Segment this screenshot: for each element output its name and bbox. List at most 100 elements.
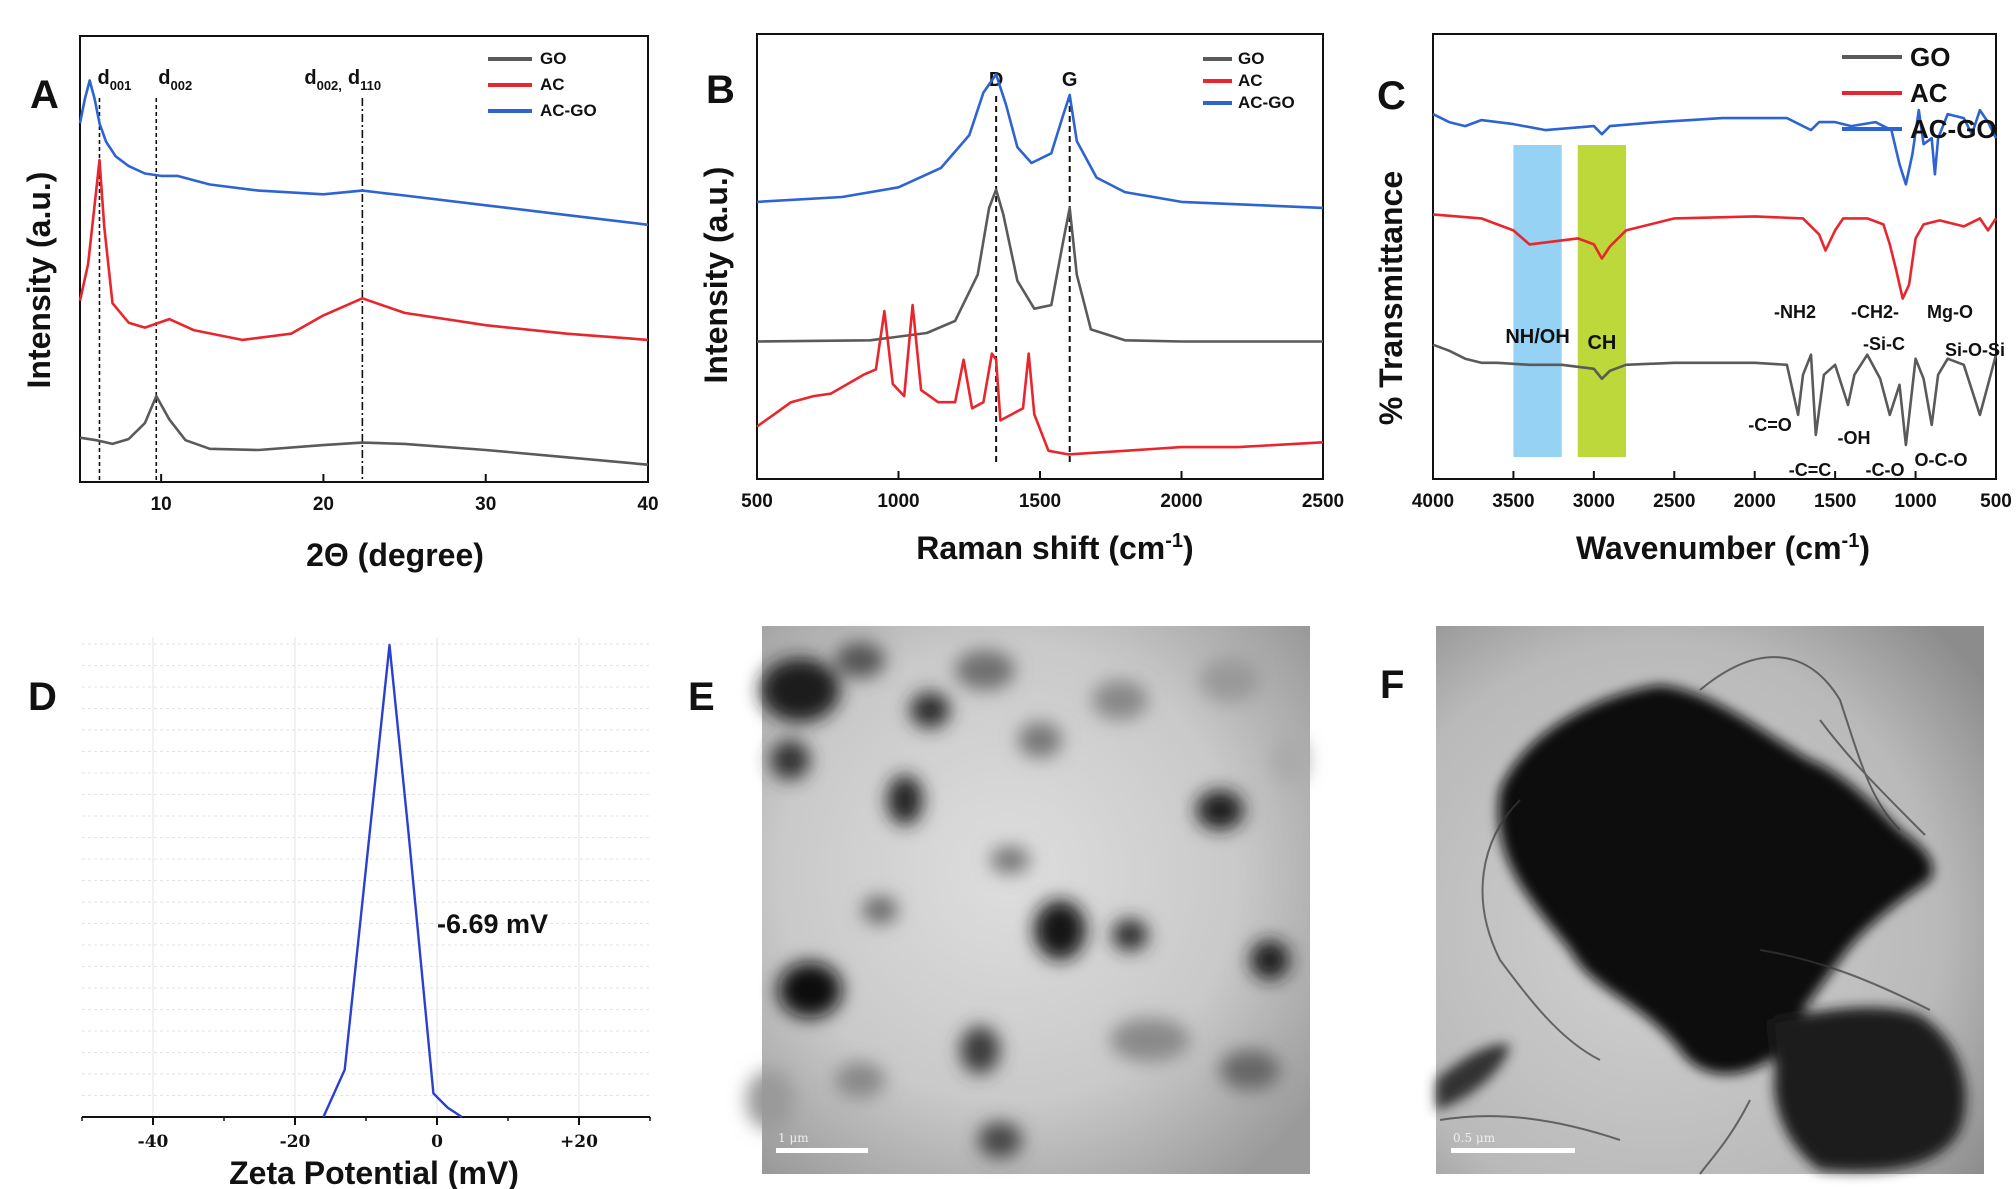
x-tick-label: 40 [637,494,658,515]
x-tick-label: 1000 [1894,491,1936,512]
x-tick-label: 2000 [1734,491,1776,512]
x-tick-label: -20 [280,1132,311,1152]
reference-line-label: d001 [97,67,131,93]
legend-label: GO [1238,49,1264,68]
panel-f: F 0.5 μm [1380,626,1984,1175]
peak-annotation: -OH [1838,428,1871,448]
panel-d-xlabel: Zeta Potential (mV) [229,1155,519,1189]
x-tick-label: +20 [560,1132,598,1152]
panel-d: D -40 -20 0 +20 -6.69 mV Zeta Potential (mV) [28,637,651,1189]
peak-annotation: O-C-O [1915,450,1968,470]
x-tick-label: 2500 [1302,491,1344,512]
scale-bar-f [1451,1148,1575,1153]
plot-frame [79,35,649,483]
legend-label: AC [1238,71,1263,90]
particle [1272,736,1308,784]
legend-label: GO [540,49,566,68]
legend-label: AC [1910,78,1948,108]
panel-c-xlabel: Wavenumber (cm-1) [1576,530,1870,566]
series-line-ac [78,158,649,342]
series-line-ac [756,303,1324,456]
zeta-distribution-line [322,643,463,1119]
peak-annotation: -C-O [1866,460,1905,480]
particle [1220,1050,1280,1090]
scale-bar-e-label: 1 μm [778,1131,809,1145]
peak-annotation: Si-O-Si [1945,340,2005,360]
particle [978,1122,1022,1158]
panel-letter-d: D [28,675,57,719]
ftir-plot: 4000 3500 3000 2500 2000 1500 1000 500 NH/OH CH -N… [1412,33,2012,512]
particle [760,658,840,722]
plot-frame [1432,33,1997,480]
peak-annotation: -C=O [1748,415,1792,435]
panel-c: C 4000 3500 3000 2500 2000 1500 1000 500 NH/OH CH… [1373,33,2012,566]
particle [1112,919,1148,951]
band-label: NH/OH [1505,326,1569,348]
band-label: CH [1587,332,1616,354]
x-tick-label: 30 [475,494,496,515]
panel-a: A 10 20 30 40 d001 d002 d002, d110 GO AC AC-GO 2Θ … [21,35,659,573]
x-tick-label: 1500 [1019,491,1061,512]
zeta-plot: -40 -20 0 +20 -6.69 mV [81,637,651,1152]
panel-a-ylabel: Intensity (a.u.) [21,172,57,389]
peak-annotation: -C=C [1789,460,1832,480]
x-tick-label: 2500 [1653,491,1695,512]
panel-letter-e: E [688,675,715,719]
particle [1034,900,1086,960]
peak-annotation: -NH2 [1774,302,1816,322]
series-line-go [79,394,649,466]
particle [1092,680,1148,720]
legend-label: AC-GO [1238,93,1295,112]
particle [835,642,885,678]
x-tick-label: 10 [151,494,172,515]
legend-label: AC-GO [540,101,597,120]
panel-c-ylabel: % Transmittance [1373,171,1409,425]
panel-letter-b: B [706,68,735,112]
particle [1200,658,1260,702]
particle [1110,1018,1190,1062]
legend-label: AC [540,75,565,94]
legend-label: GO [1910,42,1950,72]
particle [770,740,810,780]
band-0 [1513,145,1562,457]
scale-bar-f-label: 0.5 μm [1453,1131,1496,1145]
x-tick-label: 3500 [1492,491,1534,512]
series-line-go [1432,343,1998,447]
x-tick-label: 1000 [877,491,919,512]
particle [835,1062,885,1098]
x-tick-label: 2000 [1160,491,1202,512]
panel-a-xlabel: 2Θ (degree) [306,537,484,573]
tem-image-f: 0.5 μm [1436,626,1984,1175]
particle [862,896,898,924]
x-tick-label: -40 [138,1132,169,1152]
panel-b-xlabel: Raman shift (cm-1) [916,530,1193,566]
particle [990,846,1030,874]
peak-annotation: -CH2- [1851,302,1899,322]
band-1 [1577,145,1627,457]
panel-b-ylabel: Intensity (a.u.) [698,167,734,384]
peak-annotation: Mg-O [1927,302,1973,322]
panel-letter-f: F [1380,663,1404,707]
x-tick-label: 0 [431,1132,443,1152]
particle [1196,790,1244,830]
legend-label: AC-GO [1910,114,1997,144]
particle [746,1070,794,1130]
panel-letter-c: C [1377,74,1406,118]
reference-line-label: G [1062,69,1078,91]
series-line-ac [1432,213,1998,300]
particle [910,692,950,728]
peak-annotation: -Si-C [1863,334,1905,354]
reference-line-label: d002 [158,67,192,93]
panel-letter-a: A [30,73,59,117]
xrd-plot: 10 20 30 40 d001 d002 d002, d110 GO AC AC-GO [78,35,659,515]
x-tick-label: 3000 [1573,491,1615,512]
particle [955,650,1015,690]
x-tick-label: 500 [1980,491,2012,512]
particle [960,1026,1000,1074]
x-tick-label: 500 [741,491,773,512]
series-line-ac-go [78,79,649,227]
x-tick-label: 4000 [1412,491,1454,512]
particle [778,962,842,1018]
